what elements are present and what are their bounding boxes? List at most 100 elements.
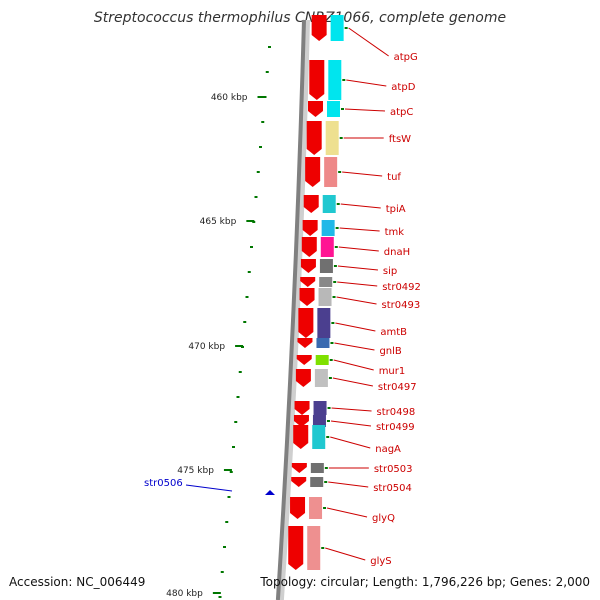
gene-label-atpG[interactable]: atpG — [394, 52, 418, 63]
scale-dot — [265, 71, 269, 73]
gene-leader-line — [325, 547, 366, 561]
gene-arrow-tuf[interactable] — [305, 157, 321, 187]
gene-arrow-str0498[interactable] — [294, 401, 310, 415]
gene-arrow-gnlB[interactable] — [297, 338, 313, 348]
gene-label-str0492[interactable]: str0492 — [382, 282, 421, 293]
gene-arrow-amtB[interactable] — [298, 308, 314, 338]
scale-dot — [223, 546, 226, 548]
gene-arrow-str0493[interactable] — [299, 288, 315, 306]
gene-label-str0499[interactable]: str0499 — [376, 422, 415, 433]
gene-tick — [342, 79, 346, 81]
gene-arrow-str0492[interactable] — [300, 277, 316, 287]
gene-arrow-ftsW[interactable] — [306, 121, 322, 155]
gene-arrow-str0497[interactable] — [295, 369, 311, 387]
gene-label-gnlB[interactable]: gnlB — [379, 346, 401, 357]
gene-label-mur1[interactable]: mur1 — [379, 366, 406, 377]
gene-arrow-str0499[interactable] — [293, 415, 309, 427]
gene-label-ftsW[interactable]: ftsW — [389, 134, 411, 145]
gene-label-str0498[interactable]: str0498 — [377, 407, 416, 418]
gene-label-dnaH[interactable]: dnaH — [384, 247, 410, 258]
gene-category-box-glyS — [307, 526, 321, 570]
gene-arrow-str0503[interactable] — [291, 463, 307, 473]
gene-label-nagA[interactable]: nagA — [375, 444, 401, 455]
highlight-label[interactable]: str0506 — [144, 478, 183, 489]
gene-leader-line — [328, 481, 369, 488]
gene-arrow-str0504[interactable] — [291, 477, 307, 487]
scale-dot — [218, 596, 222, 598]
scale-dot — [229, 471, 233, 473]
gene-arrow-atpG[interactable] — [311, 15, 327, 41]
gene-leader-line — [339, 227, 380, 232]
highlight-leader-line — [185, 484, 233, 492]
gene-label-tpiA[interactable]: tpiA — [386, 204, 406, 215]
gene-label-str0503[interactable]: str0503 — [374, 464, 413, 475]
gene-tick — [329, 359, 333, 361]
gene-tick — [324, 481, 328, 483]
gene-arrow-mur1[interactable] — [296, 355, 312, 365]
gene-tick — [344, 27, 348, 29]
scale-dot — [236, 396, 240, 398]
gene-arrow-atpD[interactable] — [309, 60, 325, 100]
gene-label-glyS[interactable]: glyS — [370, 556, 391, 567]
gene-category-box-amtB — [317, 308, 331, 338]
scale-dot — [232, 446, 235, 448]
gene-label-str0497[interactable]: str0497 — [378, 382, 417, 393]
scale-label: 465 kbp — [200, 217, 237, 227]
scale-major-tick — [246, 220, 255, 222]
blue-triangle-icon — [265, 490, 275, 495]
gene-leader-line — [335, 322, 376, 332]
gene-tick — [326, 420, 330, 422]
gene-category-box-str0498 — [313, 401, 327, 415]
scale-dot — [250, 246, 253, 248]
gene-label-str0504[interactable]: str0504 — [373, 483, 412, 494]
gene-leader-line — [334, 342, 375, 351]
gene-label-sip[interactable]: sip — [383, 266, 397, 277]
scale-dot — [254, 196, 258, 198]
gene-arrow-atpC[interactable] — [307, 101, 323, 117]
scale-dot — [225, 521, 229, 523]
gene-category-box-str0492 — [319, 277, 333, 287]
gene-leader-line — [330, 420, 372, 427]
gene-label-tuf[interactable]: tuf — [387, 172, 401, 183]
gene-tick — [333, 265, 337, 267]
gene-arrow-tmk[interactable] — [302, 220, 318, 236]
gene-leader-line — [337, 265, 378, 271]
gene-label-atpC[interactable]: atpC — [390, 107, 413, 118]
gene-arrow-sip[interactable] — [300, 259, 316, 273]
gene-tick — [321, 547, 325, 549]
scale-dot — [256, 171, 260, 173]
gene-label-amtB[interactable]: amtB — [380, 327, 407, 338]
gene-tick — [334, 246, 338, 248]
scale-dot — [220, 571, 224, 573]
gene-tick — [339, 137, 343, 139]
gene-category-box-str0504 — [310, 477, 324, 487]
scale-dot — [238, 371, 242, 373]
scale-dot — [243, 321, 247, 323]
gene-label-atpD[interactable]: atpD — [391, 82, 415, 93]
gene-arrow-glyQ[interactable] — [290, 497, 306, 519]
gene-leader-line — [330, 436, 371, 449]
gene-category-box-glyQ — [309, 497, 323, 519]
scale-label: 480 kbp — [166, 589, 203, 599]
scale-label: 460 kbp — [211, 93, 248, 103]
scale-major-tick — [235, 345, 244, 347]
gene-tick — [331, 322, 335, 324]
gene-category-box-tuf — [324, 157, 338, 187]
gene-arrow-glyS[interactable] — [288, 526, 304, 570]
scale-dot — [234, 421, 238, 423]
gene-leader-line — [333, 359, 374, 371]
gene-arrow-nagA[interactable] — [293, 425, 309, 449]
gene-category-box-str0497 — [314, 369, 328, 387]
gene-label-str0493[interactable]: str0493 — [382, 300, 421, 311]
gene-label-glyQ[interactable]: glyQ — [372, 513, 395, 524]
gene-label-tmk[interactable]: tmk — [385, 227, 405, 238]
gene-leader-line — [337, 281, 378, 287]
gene-arrow-tpiA[interactable] — [303, 195, 319, 213]
gene-leader-line — [344, 108, 386, 112]
gene-arrow-dnaH[interactable] — [301, 237, 317, 257]
scale-major-tick — [257, 96, 266, 98]
gene-tick — [340, 108, 344, 110]
scale-dot — [247, 271, 251, 273]
gene-leader-line — [338, 246, 379, 252]
